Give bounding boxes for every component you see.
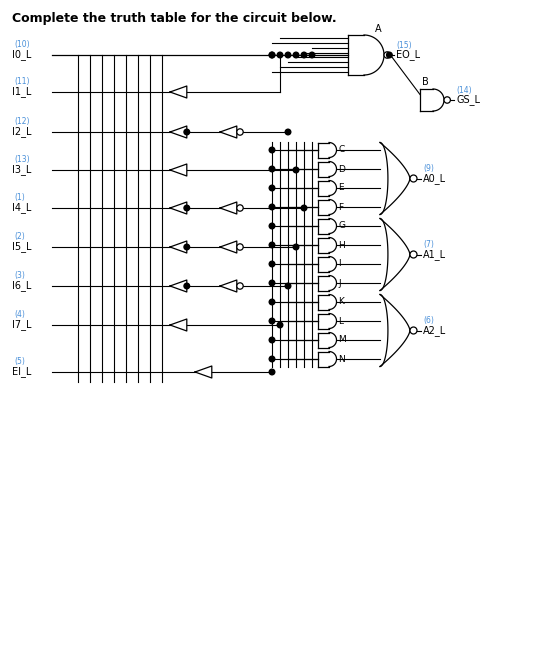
Circle shape: [309, 52, 315, 58]
Circle shape: [269, 356, 275, 362]
Circle shape: [269, 242, 275, 248]
Text: (7): (7): [423, 240, 434, 250]
Circle shape: [184, 283, 190, 289]
Circle shape: [269, 185, 275, 191]
Circle shape: [269, 52, 275, 58]
Circle shape: [269, 299, 275, 305]
Text: (5): (5): [14, 357, 25, 366]
Text: (1): (1): [14, 193, 25, 202]
Text: N: N: [339, 354, 345, 363]
Text: K: K: [339, 298, 344, 307]
Text: (3): (3): [14, 271, 25, 280]
Circle shape: [285, 129, 291, 135]
Circle shape: [237, 129, 243, 135]
Text: A1_L: A1_L: [423, 249, 446, 260]
Text: (15): (15): [397, 41, 412, 50]
Circle shape: [269, 261, 275, 266]
Text: (11): (11): [14, 77, 29, 86]
Text: C: C: [339, 146, 345, 155]
Text: (12): (12): [14, 117, 29, 126]
Text: (13): (13): [14, 155, 29, 164]
Circle shape: [269, 166, 275, 172]
Circle shape: [410, 327, 417, 334]
Circle shape: [410, 175, 417, 182]
Text: (14): (14): [456, 86, 472, 95]
Text: Complete the truth table for the circuit below.: Complete the truth table for the circuit…: [12, 12, 337, 25]
Text: (4): (4): [14, 310, 25, 319]
Circle shape: [269, 318, 275, 324]
Text: (9): (9): [423, 164, 434, 174]
Circle shape: [269, 337, 275, 343]
Circle shape: [184, 129, 190, 135]
Circle shape: [237, 205, 243, 211]
Text: A0_L: A0_L: [423, 173, 446, 184]
Circle shape: [301, 52, 307, 58]
Circle shape: [237, 244, 243, 250]
Text: I7_L: I7_L: [12, 320, 32, 330]
Text: B: B: [422, 77, 429, 87]
Circle shape: [444, 97, 450, 103]
Text: EO_L: EO_L: [397, 49, 421, 60]
Circle shape: [384, 52, 390, 58]
Text: D: D: [339, 164, 345, 174]
Text: (10): (10): [14, 40, 29, 49]
Text: (2): (2): [14, 232, 25, 241]
Circle shape: [285, 283, 291, 289]
Text: I6_L: I6_L: [12, 281, 32, 291]
Circle shape: [293, 52, 299, 58]
Circle shape: [237, 283, 243, 289]
Circle shape: [184, 244, 190, 250]
Circle shape: [293, 167, 299, 173]
Circle shape: [269, 280, 275, 286]
Text: A: A: [375, 24, 382, 34]
Circle shape: [301, 205, 307, 211]
Text: I: I: [339, 259, 341, 268]
Text: I1_L: I1_L: [12, 86, 32, 98]
Circle shape: [277, 52, 283, 58]
Text: I3_L: I3_L: [12, 164, 32, 176]
Circle shape: [269, 223, 275, 229]
Text: J: J: [339, 278, 341, 287]
Text: (6): (6): [423, 317, 434, 326]
Text: H: H: [339, 240, 345, 250]
Circle shape: [184, 205, 190, 211]
Text: M: M: [339, 335, 346, 345]
Circle shape: [285, 52, 291, 58]
Text: A2_L: A2_L: [423, 325, 446, 336]
Circle shape: [269, 204, 275, 210]
Circle shape: [293, 244, 299, 250]
Text: L: L: [339, 317, 344, 326]
Circle shape: [277, 322, 283, 328]
Circle shape: [269, 369, 275, 375]
Circle shape: [269, 147, 275, 153]
Text: EI_L: EI_L: [12, 367, 32, 378]
Text: I4_L: I4_L: [12, 203, 32, 213]
Circle shape: [386, 52, 392, 58]
Circle shape: [269, 52, 275, 58]
Text: I5_L: I5_L: [12, 242, 32, 252]
Text: I2_L: I2_L: [12, 127, 32, 137]
Circle shape: [410, 251, 417, 258]
Text: E: E: [339, 183, 344, 192]
Text: F: F: [339, 203, 344, 211]
Text: GS_L: GS_L: [456, 94, 480, 105]
Text: I0_L: I0_L: [12, 49, 32, 60]
Text: G: G: [339, 222, 346, 231]
